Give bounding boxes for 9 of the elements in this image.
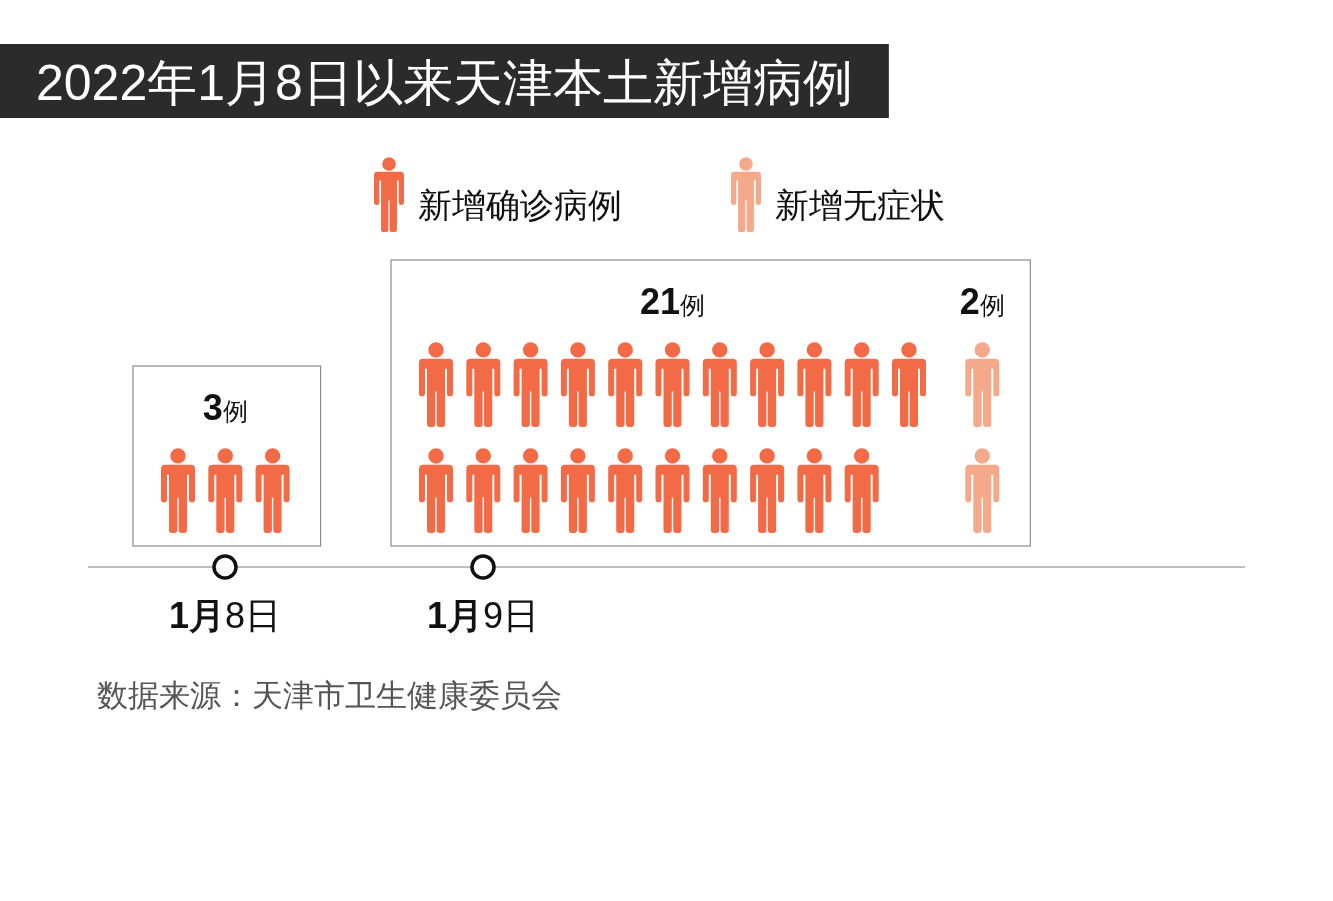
title: 2022年1月8日以来天津本土新增病例 — [0, 44, 889, 118]
data-label: 2例 — [959, 281, 1005, 322]
legend-label: 新增无症状 — [775, 186, 945, 224]
category-label: 1月9日 — [426, 595, 540, 636]
legend-label: 新增确诊病例 — [418, 186, 622, 224]
category-label: 1月8日 — [168, 595, 282, 636]
data-label: 21例 — [639, 281, 706, 322]
source-note: 数据来源：天津市卫生健康委员会 — [97, 678, 562, 713]
data-label: 3例 — [202, 387, 248, 428]
